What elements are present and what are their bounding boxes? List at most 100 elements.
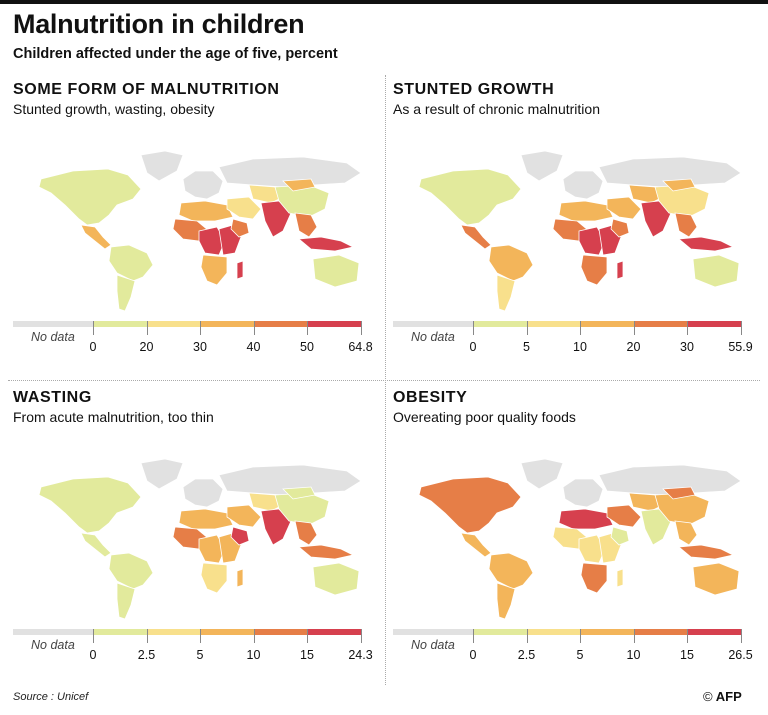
map-region-central-asia [248,184,284,204]
map-region-southern-africa [200,254,228,286]
map-region-horn-of-africa [230,218,250,238]
legend-tick [473,629,474,643]
panel-title: OBESITY [393,389,468,406]
map-region-russia [598,156,742,188]
map-region-southern-cone [496,274,516,311]
legend-tick-label: 26.5 [728,648,753,662]
map-region-greenland [140,458,184,490]
map-region-southeast-asia [674,520,698,546]
map-region-middle-east [606,196,642,220]
legend-tick-label: 5 [523,340,530,354]
map-region-southern-cone [496,582,516,619]
map-region-europe [182,478,224,508]
copyright-symbol: © [703,689,713,704]
afp-credit: © AFP [703,689,742,704]
panel-subtitle: Overeating poor quality foods [393,409,576,425]
map-region-north-africa [178,200,234,222]
map-region-australia [312,562,360,596]
world-map [38,458,362,619]
legend-swatch-no-data [13,321,93,327]
legend-swatch [473,321,527,327]
legend-tick-label: 5 [576,648,584,662]
page-subtitle: Children affected under the age of five,… [13,46,338,62]
map-region-central-america [460,532,492,558]
panel-obesity: OBESITY Overeating poor quality foods No… [393,389,763,689]
legend-tick [687,629,688,643]
legend-tick [740,629,742,643]
legend-no-data-label: No data [31,638,75,652]
map-region-central-america [460,224,492,250]
legend-tick-label: 50 [300,340,314,354]
map-region-madagascar [236,260,244,280]
legend-tick-label: 0 [469,648,477,662]
legend-swatch [146,321,200,327]
legend-tick [687,321,688,335]
map-region-central-africa [198,534,226,564]
legend-tick-label: 10 [246,648,261,662]
panel-title: WASTING [13,389,92,406]
legend-tick-label: 15 [680,648,694,662]
map-region-madagascar [616,568,624,588]
map-region-central-africa [578,226,606,256]
map-region-southeast-asia [294,520,318,546]
map-region-europe [182,170,224,200]
map-region-central-africa [198,226,226,256]
legend-tick [200,629,201,643]
legend-tick [93,629,94,643]
panel-subtitle: As a result of chronic malnutrition [393,101,600,117]
legend-tick-label: 64.8 [348,340,373,354]
legend-swatch [633,321,687,327]
map-region-mongolia [282,486,316,500]
map-region-southern-africa [580,254,608,286]
map-region-middle-east [226,504,262,528]
map-region-central-africa [578,534,606,564]
legend-tick [473,321,474,335]
map-region-greenland [140,150,184,182]
legend-swatch-no-data [393,321,473,327]
map-region-russia [218,156,362,188]
legend-tick-label: 30 [680,340,694,354]
map-region-south-america [108,244,154,282]
world-map [418,458,742,619]
legend-swatch-no-data [393,629,473,635]
legend-tick [526,321,528,335]
map-region-north-america [418,168,522,226]
map-region-greenland [520,458,564,490]
map-region-southeast-asia [674,212,698,238]
map-region-central-asia [628,492,664,512]
legend-tick-label: 20 [626,340,641,354]
map-region-indonesia [298,544,355,560]
panel-stunted-growth: STUNTED GROWTH As a result of chronic ma… [393,81,763,381]
credit-text: AFP [715,689,742,704]
legend-tick [633,321,635,335]
map-region-horn-of-africa [610,218,630,238]
legend-swatch [307,629,361,635]
legend-tick [200,321,201,335]
legend-tick-label: 10 [626,648,641,662]
legend-tick [307,321,308,335]
legend-swatch [146,629,200,635]
panel-some-form: SOME FORM OF MALNUTRITION Stunted growth… [13,81,383,381]
map-region-central-asia [248,492,284,512]
panel-subtitle: Stunted growth, wasting, obesity [13,101,215,117]
map-region-south-america [488,552,534,590]
legend-tick-label: 40 [246,340,261,354]
map-region-indonesia [298,236,355,252]
panel-title: SOME FORM OF MALNUTRITION [13,81,280,98]
legend-swatch [253,321,307,327]
legend-tick [146,321,148,335]
map-region-southern-africa [200,562,228,594]
legend-no-data-label: No data [31,330,75,344]
map-region-indonesia [678,544,735,560]
map-region-europe [562,478,604,508]
legend-tick [633,629,635,643]
legend-swatch [526,321,580,327]
panel-title: STUNTED GROWTH [393,81,555,98]
legend-swatch [93,321,147,327]
source-note: Source : Unicef [13,691,89,703]
legend-tick [526,629,528,643]
legend-swatch [253,629,307,635]
panel-subtitle: From acute malnutrition, too thin [13,409,214,425]
map-region-indonesia [678,236,735,252]
color-legend: No data 0 2.5 5 10 15 24.3 [13,629,373,669]
